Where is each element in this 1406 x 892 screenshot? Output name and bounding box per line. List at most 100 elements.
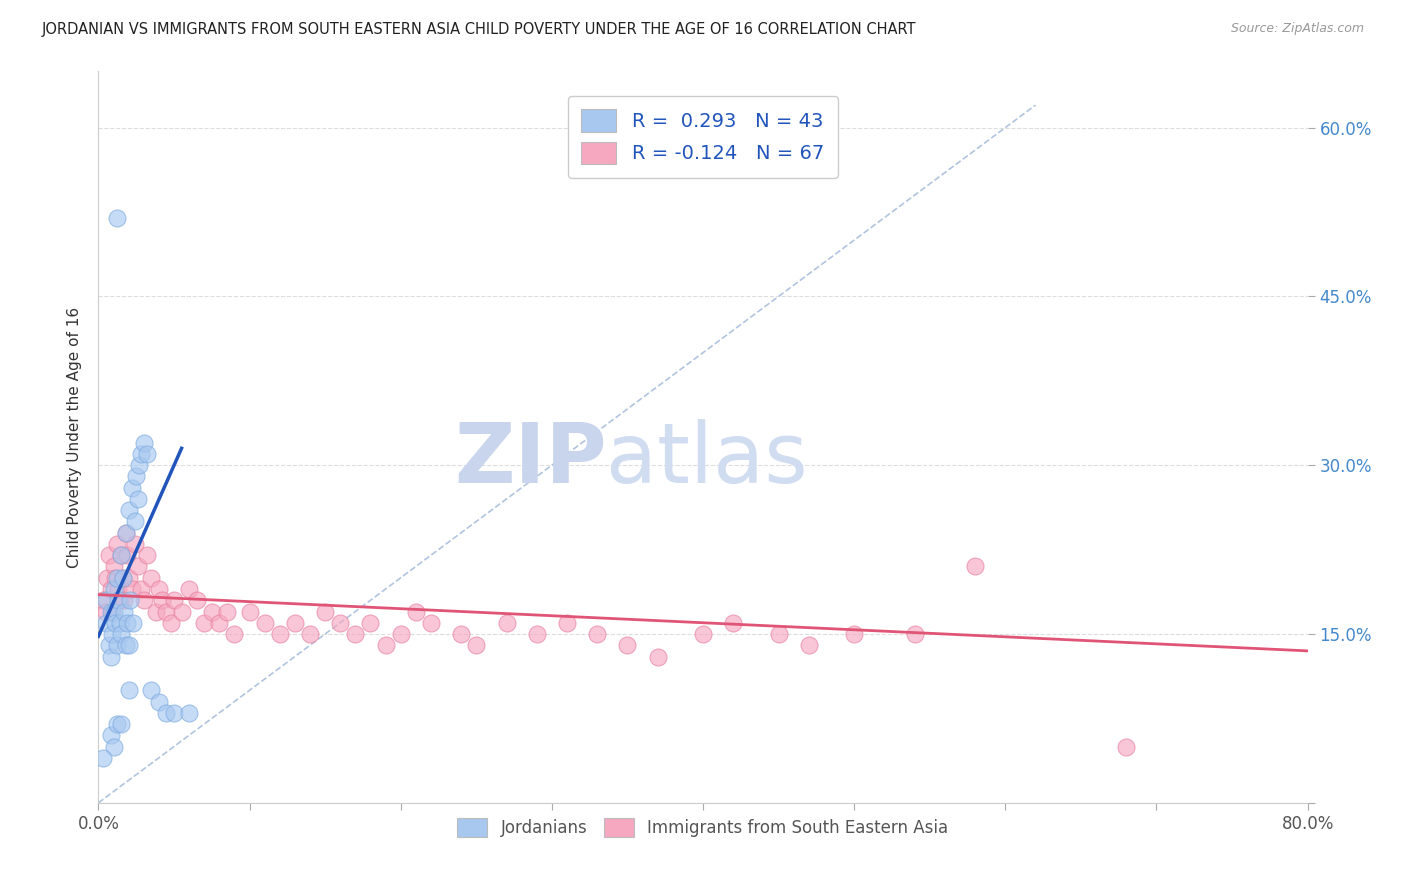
Point [132, 435, 155, 450]
Point [105, 537, 128, 551]
Point [118, 638, 141, 652]
Text: Source: ZipAtlas.com: Source: ZipAtlas.com [1230, 22, 1364, 36]
Point [127, 491, 149, 506]
Point [141, 683, 163, 698]
Point [616, 638, 638, 652]
Point [768, 627, 790, 641]
Point [94, 593, 117, 607]
Point [94, 605, 117, 619]
Point [129, 447, 152, 461]
Point [114, 638, 136, 652]
Point [118, 683, 141, 698]
Point [723, 615, 745, 630]
Point [120, 593, 142, 607]
Point [329, 615, 352, 630]
Point [100, 582, 122, 596]
Point [965, 559, 987, 574]
Point [420, 615, 443, 630]
Point [94, 615, 117, 630]
Point [115, 548, 138, 562]
Point [284, 615, 307, 630]
Point [122, 615, 145, 630]
Point [121, 582, 143, 596]
Point [904, 627, 927, 641]
Point [124, 515, 146, 529]
Text: JORDANIAN VS IMMIGRANTS FROM SOUTH EASTERN ASIA CHILD POVERTY UNDER THE AGE OF 1: JORDANIAN VS IMMIGRANTS FROM SOUTH EASTE… [42, 22, 917, 37]
Point [148, 582, 170, 596]
Point [124, 537, 146, 551]
Point [129, 582, 152, 596]
Point [186, 593, 208, 607]
Point [179, 582, 201, 596]
Point [127, 559, 149, 574]
Point [374, 638, 396, 652]
Point [163, 706, 186, 720]
Point [114, 525, 136, 540]
Point [148, 694, 170, 708]
Point [193, 615, 215, 630]
Point [389, 627, 412, 641]
Point [110, 627, 132, 641]
Point [110, 548, 132, 562]
Point [105, 638, 128, 652]
Text: atlas: atlas [606, 418, 808, 500]
Point [208, 615, 231, 630]
Point [108, 615, 131, 630]
Point [100, 649, 122, 664]
Point [465, 638, 488, 652]
Point [215, 605, 238, 619]
Point [111, 571, 134, 585]
Point [100, 728, 122, 742]
Point [101, 627, 124, 641]
Point [269, 627, 291, 641]
Point [112, 605, 135, 619]
Point [155, 706, 177, 720]
Point [110, 548, 132, 562]
Point [105, 571, 128, 585]
Point [105, 211, 128, 225]
Point [91, 593, 114, 607]
Point [105, 717, 128, 731]
Point [100, 605, 122, 619]
Point [121, 481, 143, 495]
Point [104, 571, 127, 585]
Point [104, 615, 127, 630]
Point [647, 649, 669, 664]
Point [586, 627, 609, 641]
Point [135, 548, 157, 562]
Y-axis label: Child Poverty Under the Age of 16: Child Poverty Under the Age of 16 [67, 307, 83, 567]
Point [125, 469, 148, 483]
Point [101, 605, 124, 619]
Point [344, 627, 367, 641]
Point [128, 458, 150, 473]
Point [179, 706, 201, 720]
Point [118, 503, 141, 517]
Point [170, 605, 193, 619]
Point [118, 571, 141, 585]
Point [692, 627, 714, 641]
Point [103, 559, 125, 574]
Point [108, 593, 131, 607]
Text: ZIP: ZIP [454, 418, 606, 500]
Point [103, 582, 125, 596]
Point [112, 593, 135, 607]
Point [141, 571, 163, 585]
Point [155, 605, 177, 619]
Point [253, 615, 276, 630]
Point [110, 717, 132, 731]
Point [96, 571, 118, 585]
Point [495, 615, 517, 630]
Point [844, 627, 866, 641]
Point [239, 605, 262, 619]
Point [98, 638, 121, 652]
Point [115, 615, 138, 630]
Point [103, 605, 125, 619]
Point [107, 593, 129, 607]
Legend: Jordanians, Immigrants from South Eastern Asia: Jordanians, Immigrants from South Easter… [449, 810, 957, 846]
Point [201, 605, 224, 619]
Point [111, 571, 134, 585]
Point [405, 605, 427, 619]
Point [98, 548, 121, 562]
Point [132, 593, 155, 607]
Point [150, 593, 173, 607]
